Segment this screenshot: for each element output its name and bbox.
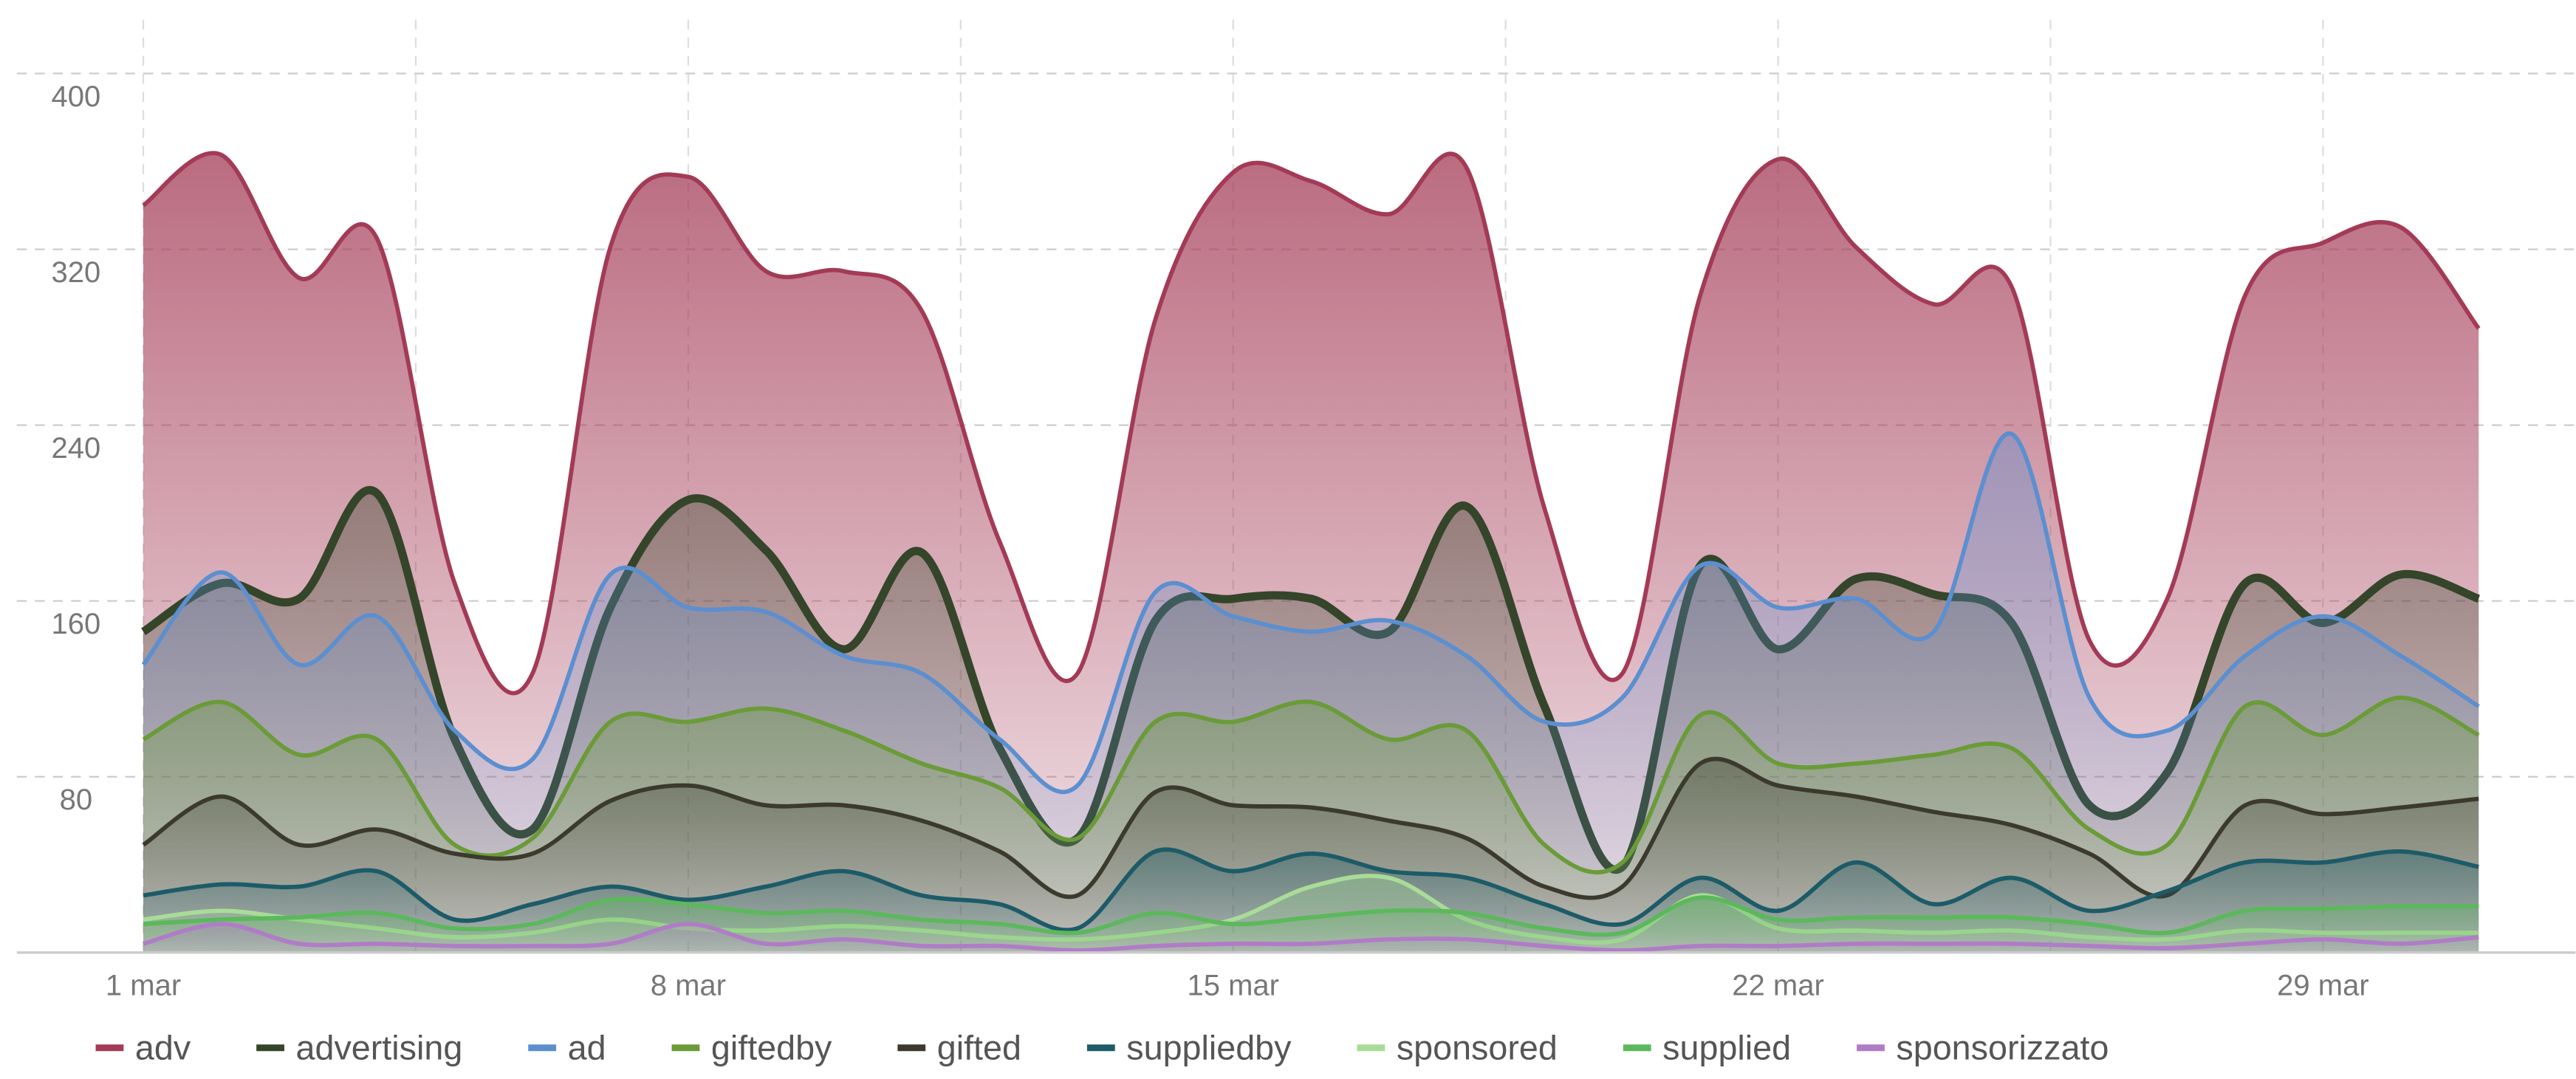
y-tick-label: 80	[60, 784, 93, 816]
y-tick-label: 240	[51, 432, 100, 465]
series-line	[142, 151, 2481, 696]
y-tick-label: 160	[51, 608, 100, 640]
legend-label: supplied	[1662, 1028, 1791, 1066]
legend-label: adv	[135, 1028, 191, 1066]
legend-label: advertising	[296, 1028, 463, 1066]
legend-label: ad	[568, 1028, 606, 1066]
legend-label: suppliedby	[1126, 1028, 1292, 1066]
legend-label: sponsorizzato	[1896, 1028, 2109, 1066]
series-line	[141, 431, 2480, 795]
series-line	[143, 922, 2479, 953]
y-tick-label: 400	[51, 81, 100, 113]
x-tick-label: 1 mar	[106, 970, 181, 1002]
legend-label: gifted	[937, 1028, 1021, 1066]
x-tick-label: 8 mar	[651, 970, 726, 1002]
x-tick-label: 29 mar	[2277, 970, 2369, 1002]
series-line	[142, 756, 2479, 900]
x-tick-label: 15 mar	[1187, 970, 1279, 1002]
legend-label: sponsored	[1397, 1028, 1558, 1066]
series-line	[142, 695, 2480, 875]
legend: adv advertising ad giftedby gifted suppliedby…	[95, 1028, 2109, 1066]
legend-label: giftedby	[711, 1028, 832, 1066]
series-line	[143, 847, 2479, 933]
x-tick-label: 22 mar	[1732, 970, 1824, 1002]
y-tick-label: 320	[51, 256, 100, 289]
series-line	[143, 895, 2479, 937]
